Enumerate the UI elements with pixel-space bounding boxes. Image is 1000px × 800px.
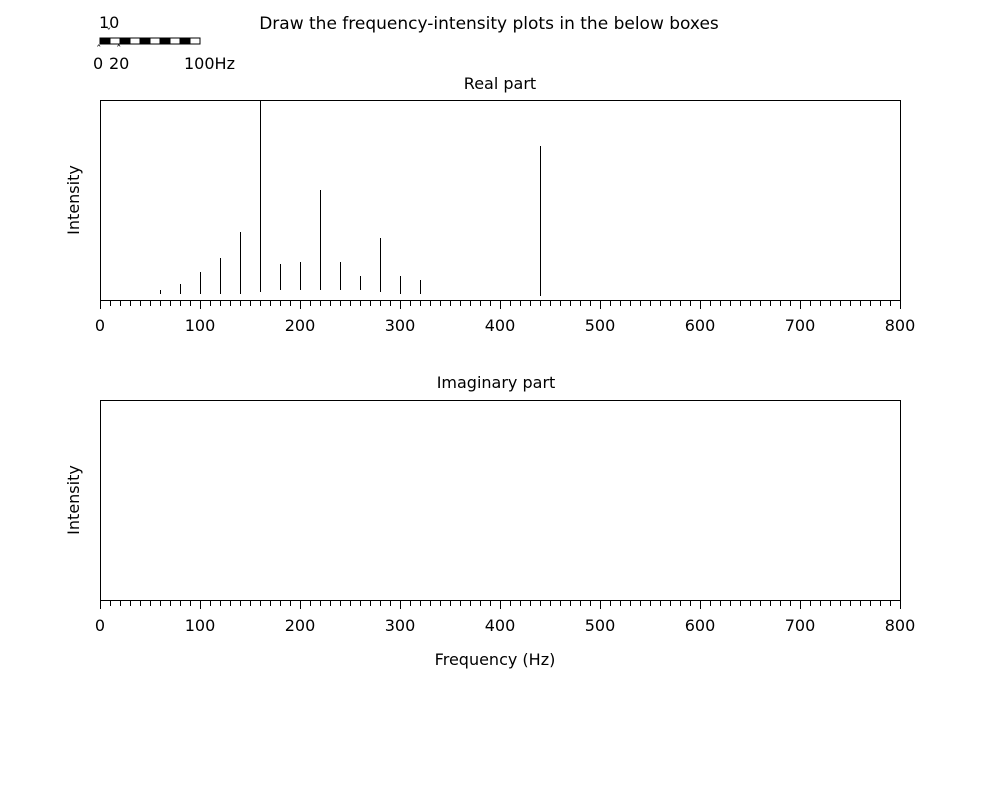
scale-label-top: 10 [99,13,119,32]
scale-caret-down-icon: ˇ [106,26,112,39]
x-tick-label: 800 [885,616,916,635]
x-tick-label: 0 [95,316,105,335]
x-tick-label: 700 [785,316,816,335]
x-tick-label: 500 [585,316,616,335]
x-tick-label: 300 [385,616,416,635]
x-tick-label: 100 [185,316,216,335]
imaginary-part-plot-area[interactable] [100,400,901,601]
scale-caret-up-icon-right: ˆ [116,43,122,56]
x-tick-label: 700 [785,616,816,635]
x-tick-label: 300 [385,316,416,335]
imaginary-part-ylabel: Intensity [64,465,83,535]
real-part-x-tick-labels: 0 100 200 300 400 500 600 700 800 [95,316,915,335]
x-tick-label: 600 [685,316,716,335]
scale-segment [179,37,191,45]
scale-segments [99,37,201,45]
x-tick-label: 100 [185,616,216,635]
x-tick-label: 500 [585,616,616,635]
x-tick-label: 200 [285,316,316,335]
x-tick-label: 200 [285,616,316,635]
x-tick-label: 0 [95,616,105,635]
scale-segment [149,37,161,45]
scale-bar: 10 ˇ ˆ ˆ 0 20 100Hz [93,13,235,73]
real-part-panel: Real part Intensity 0 100 200 300 400 500 600 7… [64,74,915,335]
imaginary-part-xlabel: Frequency (Hz) [435,650,556,669]
scale-segment [99,37,111,45]
imaginary-part-panel: Imaginary part Intensity 0 100 200 300 400 50… [64,373,915,669]
real-part-x-ticks [100,300,901,309]
imaginary-part-title: Imaginary part [437,373,556,392]
scale-label-twenty: 20 [109,54,129,73]
scale-segment [139,37,151,45]
scale-segment [169,37,181,45]
imaginary-part-x-ticks [100,600,901,609]
scale-caret-up-icon-left: ˆ [96,43,102,56]
scale-segment [129,37,141,45]
imaginary-part-x-tick-labels: 0 100 200 300 400 500 600 700 800 [95,616,915,635]
x-tick-label: 600 [685,616,716,635]
instruction-text: Draw the frequency-intensity plots in th… [259,14,719,34]
x-tick-label: 800 [885,316,916,335]
real-part-title: Real part [464,74,536,93]
real-part-ylabel: Intensity [64,165,83,235]
scale-label-end: 100Hz [184,54,235,73]
scale-label-zero: 0 [93,54,103,73]
x-tick-label: 400 [485,316,516,335]
scale-segment [159,37,171,45]
scale-segment [189,37,201,45]
scale-segment [119,37,131,45]
real-part-spectral-lines [160,100,541,296]
x-tick-label: 400 [485,616,516,635]
